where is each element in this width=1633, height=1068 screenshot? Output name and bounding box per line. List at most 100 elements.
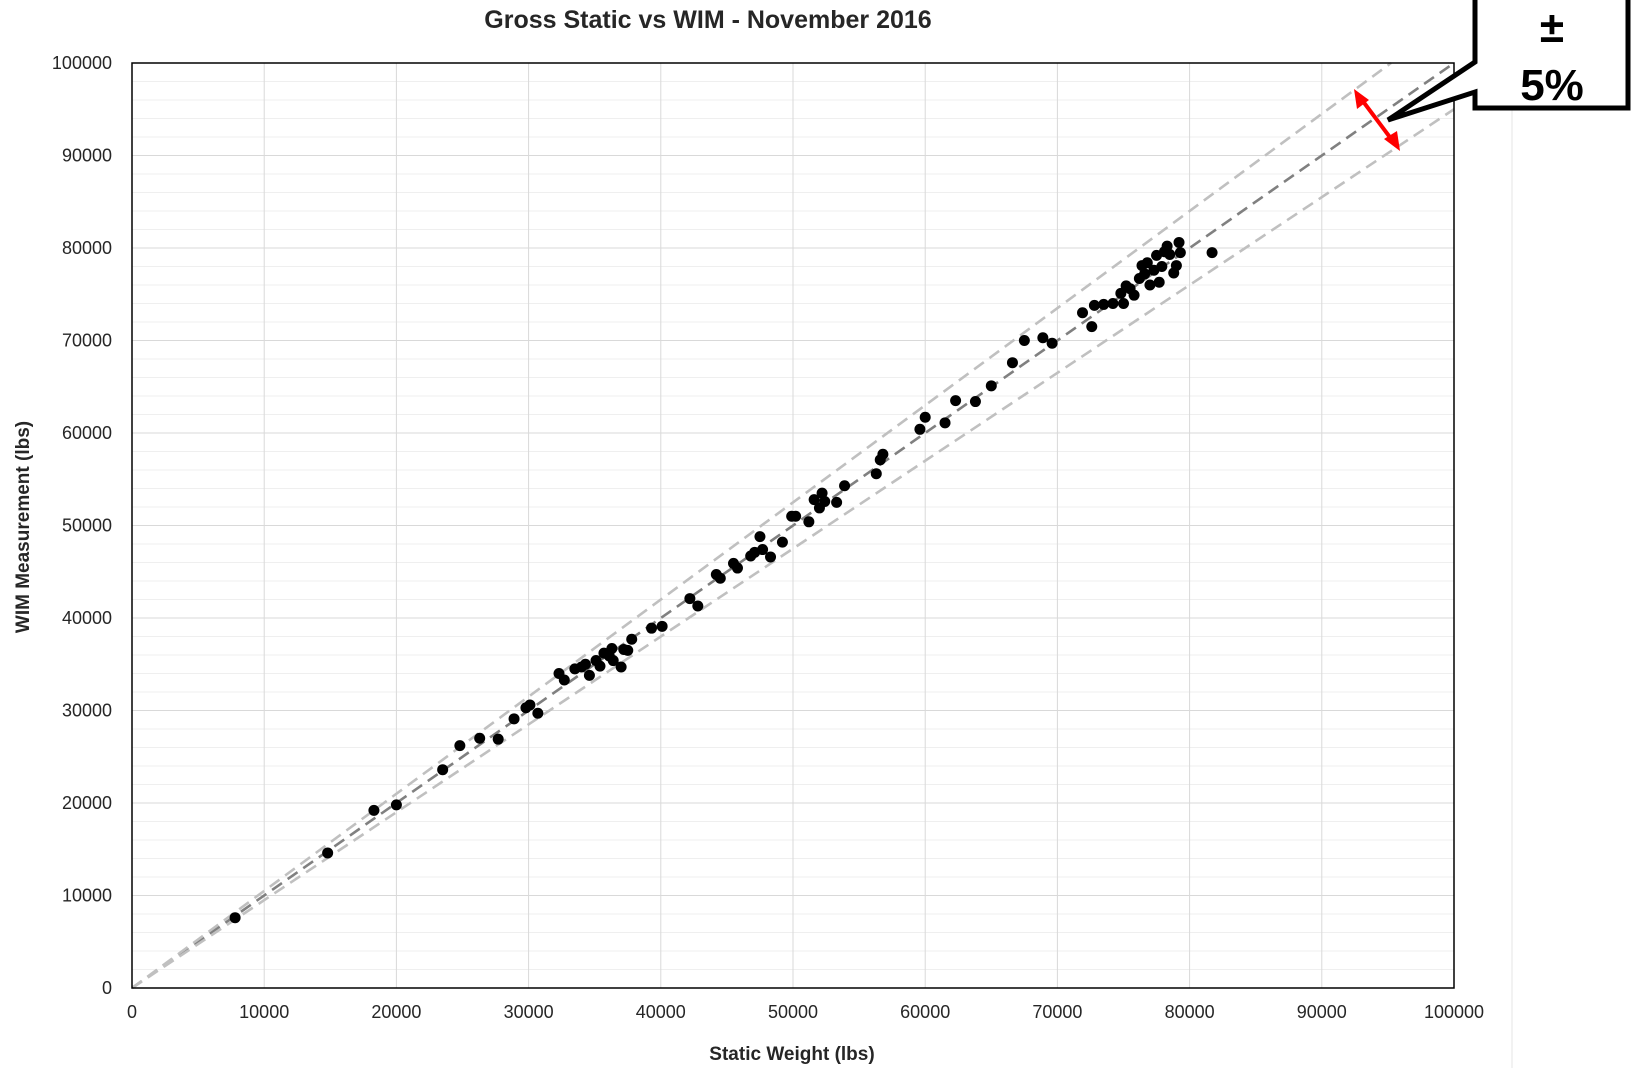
x-tick-label: 0 xyxy=(127,1002,137,1022)
data-point xyxy=(790,510,802,522)
data-point xyxy=(508,713,520,725)
data-point xyxy=(684,593,696,605)
reference-line xyxy=(131,61,1455,990)
data-point xyxy=(492,733,504,745)
data-point xyxy=(1170,260,1182,272)
x-tick-label: 60000 xyxy=(900,1002,950,1022)
data-point xyxy=(615,661,627,673)
reference-line xyxy=(131,61,1392,990)
data-point xyxy=(831,496,843,508)
y-tick-label: 60000 xyxy=(62,423,112,443)
reference-line xyxy=(131,108,1455,990)
data-point xyxy=(1161,240,1173,252)
data-point xyxy=(1037,332,1049,344)
y-tick-label: 70000 xyxy=(62,331,112,351)
data-point xyxy=(1164,248,1176,260)
data-point xyxy=(322,847,334,859)
callout-value: 5% xyxy=(1520,61,1584,110)
y-tick-label: 10000 xyxy=(62,886,112,906)
data-point xyxy=(1118,298,1129,309)
grid xyxy=(132,63,1454,988)
y-tick-label: 40000 xyxy=(62,608,112,628)
x-tick-label: 40000 xyxy=(636,1002,686,1022)
data-point xyxy=(1156,261,1168,272)
data-point xyxy=(579,658,591,670)
data-point xyxy=(919,411,931,423)
data-point xyxy=(757,544,769,556)
data-point xyxy=(1098,298,1110,310)
data-point xyxy=(454,740,466,752)
data-point xyxy=(1153,276,1165,288)
tolerance-arrow xyxy=(1354,89,1400,151)
x-tick-label: 50000 xyxy=(768,1002,818,1022)
data-point xyxy=(1077,307,1089,319)
x-tick-label: 20000 xyxy=(371,1002,421,1022)
data-point xyxy=(594,660,606,672)
data-point xyxy=(808,494,820,506)
data-point xyxy=(646,622,658,634)
data-point xyxy=(437,764,449,776)
tolerance-callout: ± 5% xyxy=(1354,0,1631,151)
x-tick-label: 80000 xyxy=(1165,1002,1215,1022)
x-tick-label: 70000 xyxy=(1032,1002,1082,1022)
data-point xyxy=(1086,321,1098,333)
data-point xyxy=(1006,357,1018,369)
y-tick-label: 80000 xyxy=(62,238,112,258)
data-point xyxy=(714,572,726,584)
data-point xyxy=(939,417,951,429)
x-tick-label: 30000 xyxy=(504,1002,554,1022)
plot-area-border xyxy=(131,62,1455,989)
data-point xyxy=(969,396,981,408)
y-tick-label: 20000 xyxy=(62,793,112,813)
data-point xyxy=(803,516,815,528)
data-point xyxy=(839,480,851,492)
data-point xyxy=(1139,268,1151,280)
data-point xyxy=(816,487,828,499)
data-point xyxy=(1128,289,1140,301)
callout-box xyxy=(1386,0,1631,123)
data-point xyxy=(524,699,536,711)
data-point xyxy=(607,655,619,667)
data-point xyxy=(606,643,618,655)
data-point xyxy=(692,600,704,612)
x-axis-label: Static Weight (lbs) xyxy=(709,1044,874,1065)
data-point xyxy=(368,804,380,816)
data-point xyxy=(1088,299,1100,311)
data-point xyxy=(474,732,486,744)
data-points xyxy=(229,236,1218,924)
y-tick-labels: 0 10000 20000 30000 40000 50000 60000 70000 8000… xyxy=(52,53,112,998)
y-tick-label: 0 xyxy=(102,978,112,998)
callout-symbol: ± xyxy=(1540,3,1564,52)
data-point xyxy=(950,395,962,407)
data-point xyxy=(870,468,882,480)
data-point xyxy=(622,644,634,656)
y-tick-label: 50000 xyxy=(62,516,112,536)
data-point xyxy=(1174,247,1186,259)
y-tick-label: 30000 xyxy=(62,701,112,721)
data-point xyxy=(1144,279,1156,291)
data-point xyxy=(558,674,570,686)
data-point xyxy=(765,551,777,563)
data-point xyxy=(877,448,889,460)
x-tick-label: 10000 xyxy=(239,1002,289,1022)
data-point xyxy=(626,633,638,645)
x-tick-label: 100000 xyxy=(1424,1002,1484,1022)
data-point xyxy=(914,423,926,435)
data-point xyxy=(1173,236,1185,248)
x-tick-labels: 0 10000 20000 30000 40000 50000 60000 70000 8000… xyxy=(127,1002,1484,1022)
data-point xyxy=(1107,298,1119,309)
data-point xyxy=(229,912,241,924)
y-tick-label: 100000 xyxy=(52,53,112,73)
data-point xyxy=(390,799,402,811)
chart-title: Gross Static vs WIM - November 2016 xyxy=(484,6,931,34)
data-point xyxy=(985,380,997,392)
y-tick-label: 90000 xyxy=(62,146,112,166)
data-point xyxy=(1206,247,1218,259)
x-tick-label: 90000 xyxy=(1297,1002,1347,1022)
data-point xyxy=(532,707,544,719)
data-point xyxy=(1141,257,1153,269)
data-point xyxy=(754,531,766,543)
data-point xyxy=(776,536,788,548)
data-point xyxy=(1018,335,1030,346)
